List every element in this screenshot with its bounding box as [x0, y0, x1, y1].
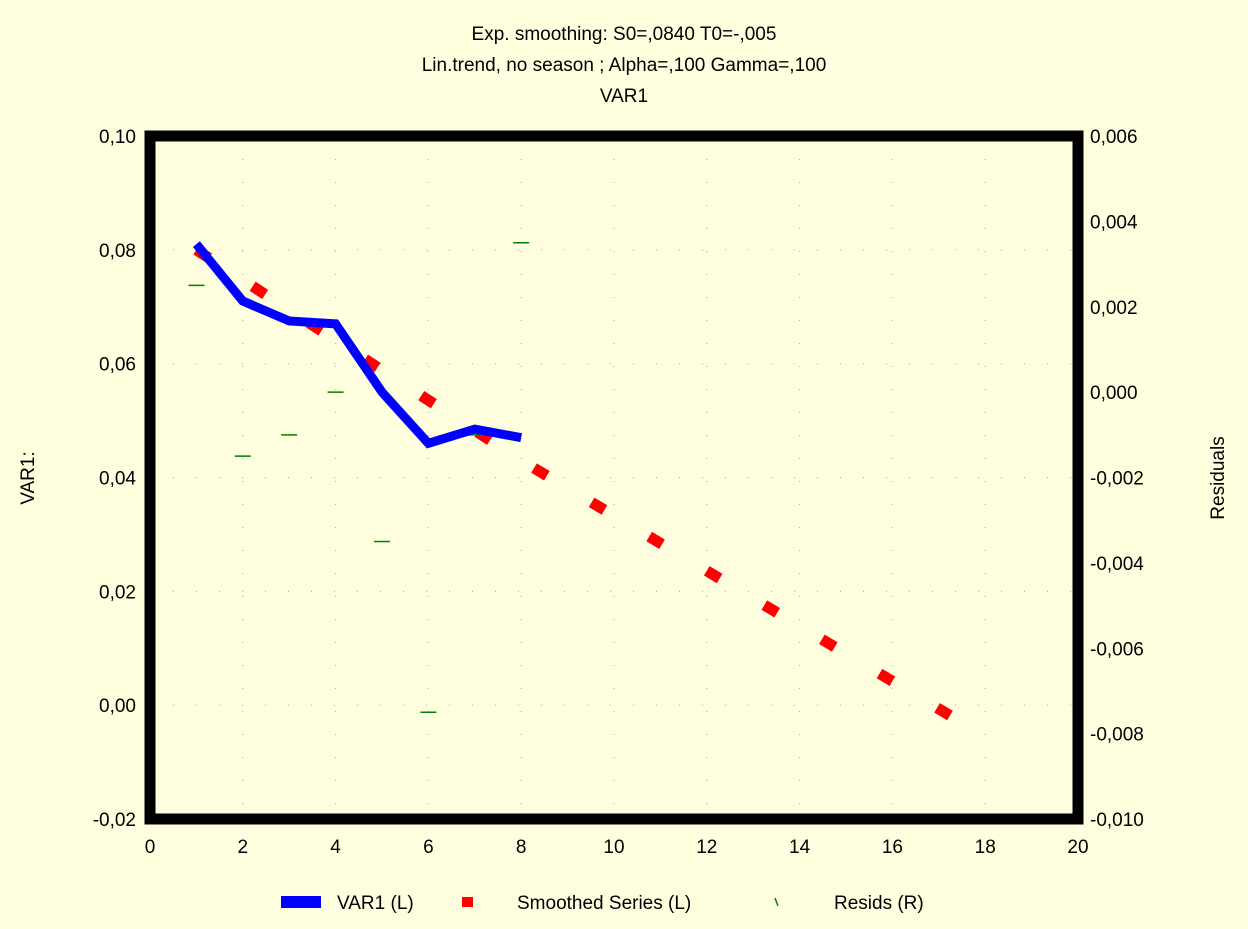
- grid: [150, 136, 1078, 819]
- x-tick-label: 14: [789, 837, 811, 858]
- chart-title-line: VAR1: [600, 86, 648, 107]
- series-layer: [188, 243, 985, 737]
- legend-swatch-smoothed: [462, 897, 473, 907]
- legend-swatch-var1: [281, 896, 321, 908]
- x-tick-label: 18: [975, 837, 996, 858]
- y-tick-label-right: -0,006: [1090, 639, 1144, 660]
- y-tick-label-right: -0,004: [1090, 554, 1144, 575]
- x-tick-label: 12: [696, 837, 717, 858]
- legend: VAR1 (L) Smoothed Series (L) Resids (R): [281, 893, 924, 914]
- y-tick-label-left: 0,02: [99, 582, 136, 603]
- legend-swatch-resids: [775, 898, 778, 906]
- y-tick-label-left: 0,10: [99, 127, 136, 148]
- y-tick-label-left: 0,00: [99, 696, 136, 717]
- var1-line: [196, 244, 521, 443]
- y-tick-label-right: 0,000: [1090, 383, 1138, 404]
- y-tick-label-left: 0,08: [99, 241, 136, 262]
- y-axis-label-right: Residuals: [1208, 436, 1229, 519]
- y-tick-label-left: 0,06: [99, 355, 136, 376]
- x-tick-label: 20: [1067, 837, 1088, 858]
- x-tick-label: 0: [145, 837, 156, 858]
- x-tick-label: 10: [603, 837, 624, 858]
- y-tick-label-left: 0,04: [99, 469, 136, 490]
- x-tick-label: 8: [516, 837, 527, 858]
- legend-label-smoothed: Smoothed Series (L): [517, 893, 691, 914]
- y-tick-label-right: 0,004: [1090, 212, 1138, 233]
- x-tick-label: 16: [882, 837, 903, 858]
- legend-label-resids: Resids (R): [834, 893, 924, 914]
- chart-title-line: Lin.trend, no season ; Alpha=,100 Gamma=…: [422, 55, 827, 76]
- y-tick-label-right: 0,002: [1090, 298, 1138, 319]
- axis-labels: 0 2 4 6 8 10 12 14 16 18 20 -0,02 0,00 0,02 0,04 0,06 0,…: [93, 127, 1145, 858]
- y-tick-label-right: 0,006: [1090, 127, 1138, 148]
- plot-frame: [150, 136, 1078, 819]
- chart-title-line: Exp. smoothing: S0=,0840 T0=-,005: [472, 24, 777, 45]
- chart-title-group: Exp. smoothing: S0=,0840 T0=-,005 Lin.tre…: [422, 24, 827, 107]
- y-tick-label-right: -0,008: [1090, 725, 1144, 746]
- y-tick-label-left: -0,02: [93, 810, 136, 831]
- y-tick-label-right: -0,002: [1090, 469, 1144, 490]
- x-tick-label: 2: [238, 837, 249, 858]
- y-axis-label-left: VAR1:: [18, 451, 39, 505]
- y-tick-label-right: -0,010: [1090, 810, 1144, 831]
- legend-label-var1: VAR1 (L): [337, 893, 414, 914]
- x-tick-label: 6: [423, 837, 434, 858]
- x-tick-label: 4: [330, 837, 341, 858]
